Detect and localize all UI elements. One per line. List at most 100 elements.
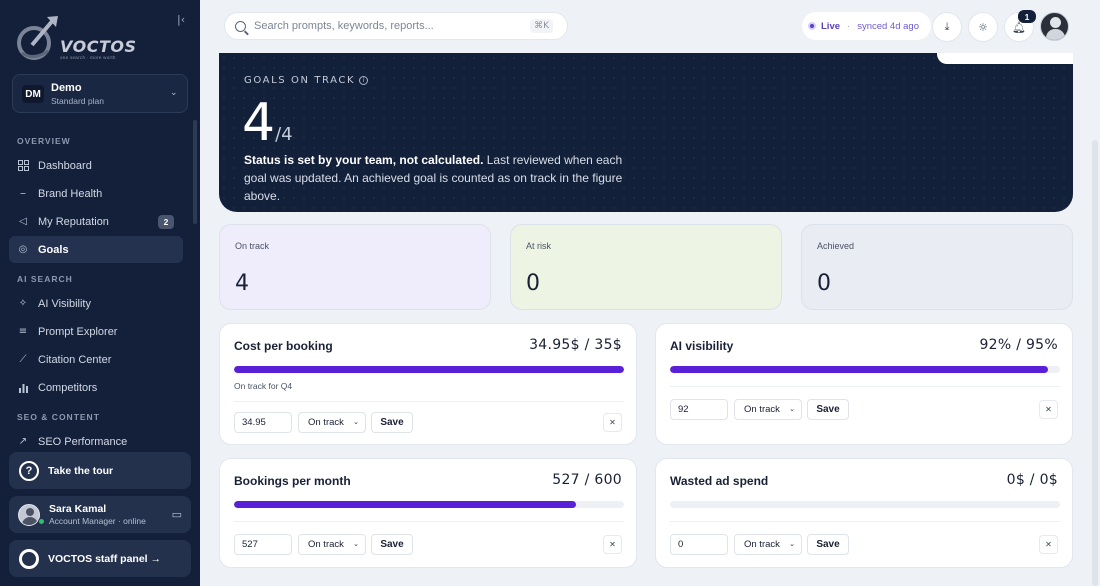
workspace-switcher[interactable]: DM Demo Standard plan ⌄ [12,74,188,113]
top-bar: ⌘K Live · synced 4d ago ⤓ ☼ 🔔︎ 1 [200,0,1100,53]
theme-toggle-button[interactable]: ☼ [968,12,998,42]
goal-card-bookings-per-month: Bookings per month 527 / 600 On track ⌄ S… [219,458,637,568]
search-input[interactable] [254,20,524,32]
megaphone-icon: ◁ [19,216,27,227]
sidebar-item-citation-center[interactable]: ⟋ Citation Center [9,346,183,373]
live-label: Live [821,20,841,32]
user-name: Sara Kamal [49,503,107,515]
online-status-dot [38,518,45,525]
chat-icon[interactable]: ▭ [171,508,182,521]
search-icon [235,20,246,32]
goal-title: Cost per booking [234,339,333,353]
section-seo-content: SEO & CONTENT [17,412,100,422]
staff-panel-button[interactable]: VOCTOS staff panel → [9,540,191,577]
download-button[interactable]: ⤓ [932,12,962,42]
goal-progress-track [234,366,624,373]
goal-value-input[interactable] [670,399,728,420]
goal-save-button[interactable]: Save [371,534,413,555]
stat-value: 0 [817,271,831,296]
sidebar-item-brand-health[interactable]: ⲻ Brand Health [9,180,183,207]
voctos-logo[interactable]: VOCTOS one search · more worth [14,13,136,63]
live-status: Live · synced 4d ago [802,12,931,40]
goal-ratio: 0$ / 0$ [1006,472,1058,488]
sparkle-icon: ✧ [18,298,28,309]
download-icon: ⤓ [944,20,950,33]
goal-status-value: On track [308,539,344,550]
info-icon[interactable]: i [359,76,369,85]
stat-label: On track [235,241,270,251]
sidebar-item-my-reputation[interactable]: ◁ My Reputation 2 [9,208,183,235]
hero-tab-notch [937,53,1073,64]
hero-status-bold: Status is set by your team, not calculat… [244,153,484,167]
help-circle-icon: ? [19,460,39,481]
delete-goal-icon[interactable]: ✕ [1039,535,1058,554]
sidebar-scrollbar[interactable] [193,120,197,224]
sidebar-item-label: My Reputation [38,215,109,228]
trend-icon: ↗ [18,436,28,445]
goal-value-input[interactable] [234,534,292,555]
goal-save-button[interactable]: Save [371,412,413,433]
stat-value: 0 [526,271,540,296]
sidebar-item-label: Brand Health [38,187,103,200]
chevron-down-icon: ⌄ [353,540,359,548]
sidebar-item-label: Prompt Explorer [38,325,118,338]
stat-label: Achieved [817,241,855,251]
bell-icon: 🔔︎ [1012,20,1026,34]
delete-goal-icon[interactable]: ✕ [603,413,622,432]
goal-save-button[interactable]: Save [807,534,849,555]
goal-value-input[interactable] [234,412,292,433]
profile-avatar[interactable] [1040,12,1069,41]
goal-status-select[interactable]: On track ⌄ [734,534,802,555]
notification-count-badge: 1 [1018,10,1036,23]
stat-at-risk: At risk 0 [510,224,782,310]
chevron-down-icon: ⌄ [789,540,795,548]
collapse-sidebar-icon[interactable]: |‹ [177,13,186,26]
goal-divider [670,386,1060,387]
goal-status-value: On track [744,539,780,550]
take-tour-button[interactable]: ? Take the tour [9,452,191,489]
link-icon: ⟋ [19,354,27,365]
sidebar-item-prompt-explorer[interactable]: ≡ Prompt Explorer [9,318,183,345]
hero-value-total: /4 [275,124,293,145]
main-scrollbar[interactable] [1092,140,1098,586]
hero-status-rest: Last reviewed when each goal was updated… [244,153,623,203]
sidebar-item-seo-performance[interactable]: ↗ SEO Performance [9,428,183,446]
sidebar-item-dashboard[interactable]: Dashboard [9,152,183,179]
sidebar-item-label: SEO Performance [38,435,128,446]
user-card[interactable]: Sara Kamal Account Manager · online ▭ [9,496,191,533]
workspace-name: Demo [51,82,82,94]
search-bar[interactable]: ⌘K [224,12,568,40]
goal-title: AI visibility [670,339,734,353]
sidebar-item-goals[interactable]: ◎ Goals [9,236,183,263]
goal-status-select[interactable]: On track ⌄ [298,534,366,555]
stat-achieved: Achieved 0 [801,224,1073,310]
live-dot-icon [808,22,816,30]
goal-divider [670,521,1060,522]
synced-label: synced 4d ago [857,20,919,32]
workspace-badge: DM [22,85,44,103]
chevron-down-icon: ⌄ [353,418,359,426]
staff-panel-label: VOCTOS staff panel → [48,552,161,565]
user-avatar [18,503,40,526]
delete-goal-icon[interactable]: ✕ [603,535,622,554]
grid-icon [17,160,29,172]
bar-chart-icon [17,382,29,394]
sidebar-item-ai-visibility[interactable]: ✧ AI Visibility [9,290,183,317]
sidebar-clip: ↗ SEO Performance [0,428,200,446]
sidebar-item-label: Dashboard [38,159,92,172]
delete-goal-icon[interactable]: ✕ [1039,400,1058,419]
sun-icon: ☼ [978,20,988,34]
goal-save-button[interactable]: Save [807,399,849,420]
sidebar-item-label: Goals [38,243,69,256]
goal-value-input[interactable] [670,534,728,555]
section-overview: OVERVIEW [17,136,71,146]
goal-status-select[interactable]: On track ⌄ [298,412,366,433]
goal-title: Wasted ad spend [670,474,769,488]
pulse-icon: ⲻ [20,189,26,201]
goal-divider [234,521,624,522]
goal-card-wasted-ad-spend: Wasted ad spend 0$ / 0$ On track ⌄ Save ✕ [655,458,1073,568]
target-icon: ◎ [18,244,28,255]
goal-status-select[interactable]: On track ⌄ [734,399,802,420]
goal-progress-fill [670,366,1049,373]
sidebar-item-competitors[interactable]: Competitors [9,374,183,401]
